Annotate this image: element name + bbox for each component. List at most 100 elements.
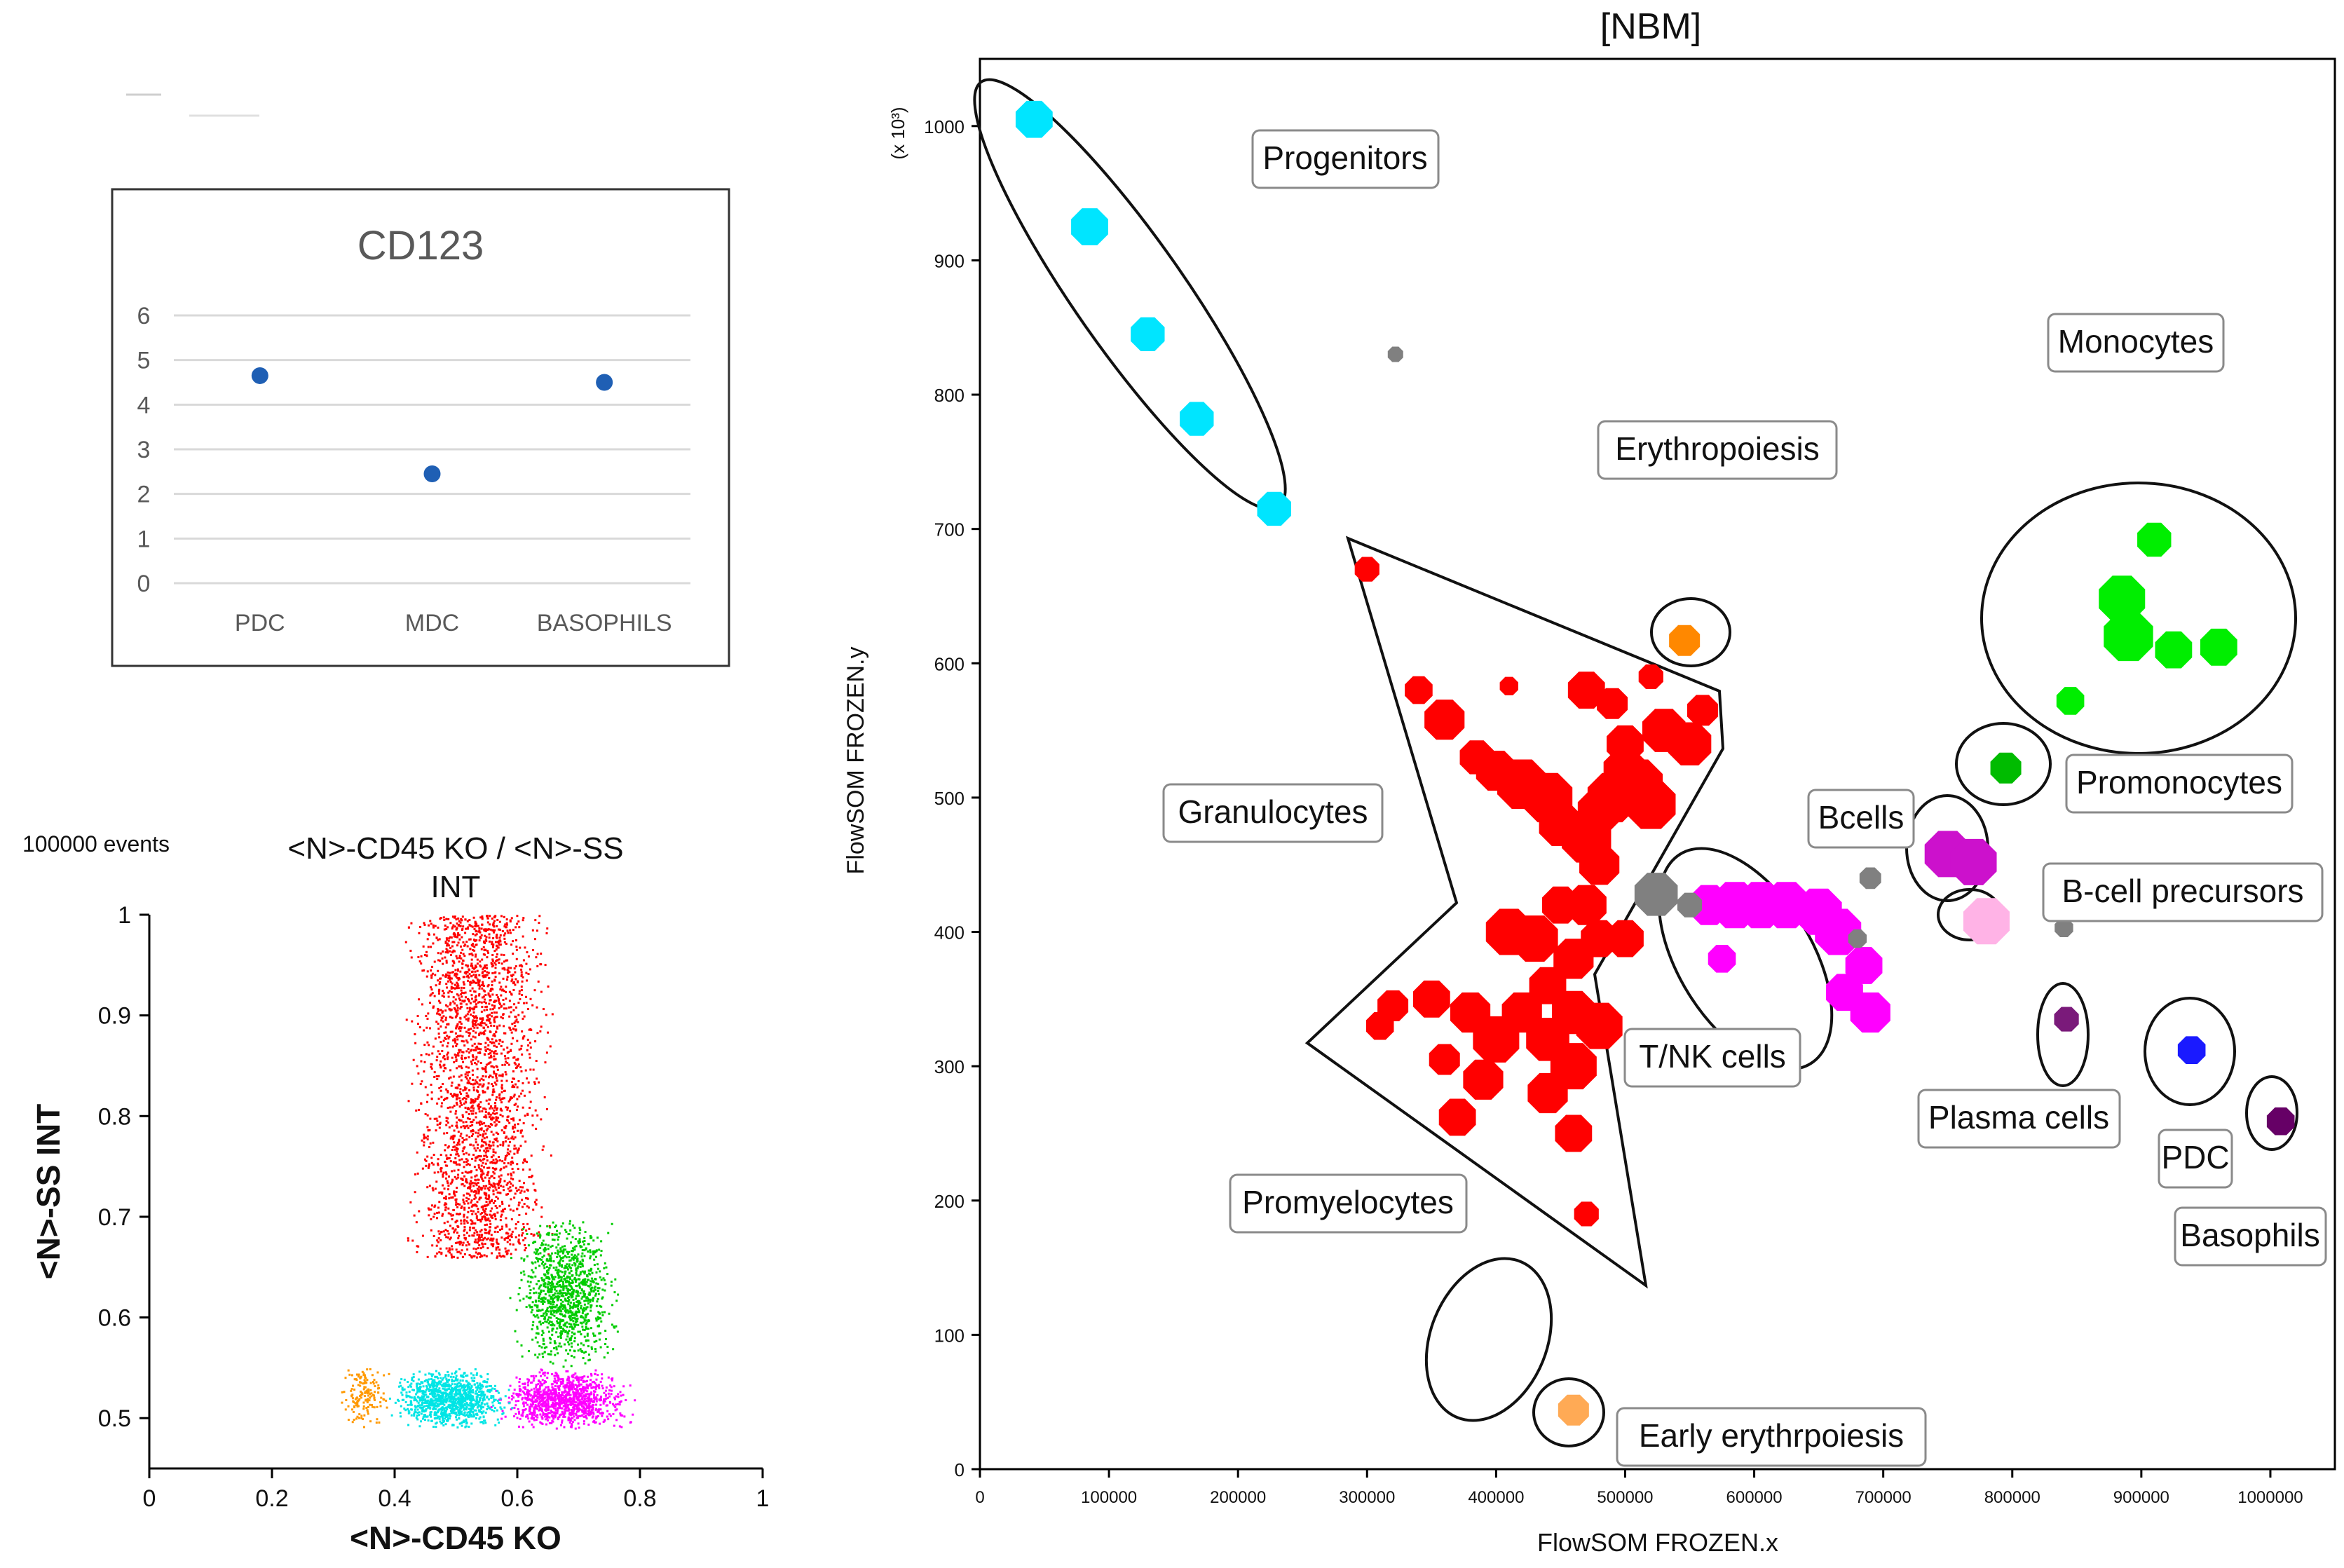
density-dot [543, 1371, 546, 1374]
density-dot [465, 1158, 468, 1161]
density-dot [506, 929, 509, 932]
density-dot [575, 1392, 578, 1395]
density-dot [519, 1066, 522, 1069]
density-dot [477, 1181, 479, 1184]
density-dot [500, 1174, 503, 1177]
density-dot [604, 1337, 607, 1340]
density-dot [561, 1393, 564, 1396]
density-dot [542, 1413, 545, 1416]
density-dot [438, 1232, 441, 1235]
density-dot [539, 1413, 542, 1416]
density-dot [446, 938, 449, 941]
density-dot [617, 1396, 620, 1398]
density-dot [447, 1185, 450, 1187]
density-dot [551, 1294, 554, 1297]
density-dot [541, 1352, 544, 1355]
density-dot [538, 1384, 541, 1387]
density-dot [470, 970, 473, 973]
density-dot [552, 1389, 555, 1392]
density-dot [571, 1345, 573, 1348]
density-dot [512, 940, 515, 943]
density-dot [459, 970, 462, 973]
density-dot [526, 1414, 529, 1417]
density-dot [461, 936, 463, 939]
density-dot [448, 1385, 451, 1388]
density-dot [447, 1220, 449, 1223]
density-dot [479, 1168, 482, 1171]
density-dot [497, 1246, 500, 1249]
density-dot [462, 1201, 465, 1204]
density-dot [428, 924, 430, 927]
density-dot [456, 1009, 459, 1012]
density-dot [496, 1225, 499, 1228]
density-dot [535, 1203, 538, 1206]
density-dot [581, 1308, 584, 1311]
density-dot [579, 1260, 582, 1263]
density-dot [463, 1229, 465, 1232]
density-dot [463, 1185, 466, 1187]
density-dot [532, 1287, 535, 1290]
density-dot [479, 965, 482, 968]
density-dot [592, 1279, 594, 1282]
density-dot [420, 962, 423, 965]
density-dot [539, 1252, 542, 1255]
density-dot [488, 933, 491, 936]
density-dot [486, 1174, 489, 1177]
density-dot [472, 1083, 475, 1086]
density-dot [515, 926, 517, 929]
density-dot [580, 1400, 582, 1403]
density-dot [556, 1382, 559, 1385]
density-dot [629, 1384, 632, 1387]
density-dot [550, 1422, 553, 1424]
density-dot [503, 989, 505, 992]
density-dot [477, 1189, 480, 1192]
density-dot [475, 1168, 478, 1171]
density-dot [523, 1035, 526, 1038]
density-dot [435, 1401, 437, 1404]
density-dot [534, 1040, 537, 1043]
density-dot [497, 1133, 500, 1136]
density-dot [566, 1268, 569, 1271]
density-dot [590, 1412, 592, 1414]
density-dot [433, 1213, 436, 1215]
density-dot [444, 1229, 447, 1232]
density-dot [549, 1282, 552, 1285]
density-dot [529, 1288, 532, 1291]
density-dot [493, 979, 496, 981]
density-dot [547, 1406, 550, 1409]
density-dot [495, 1073, 498, 1076]
density-dot [547, 1318, 550, 1321]
density-dot [538, 1386, 541, 1389]
density-dot [583, 1375, 586, 1378]
density-dot [501, 1115, 504, 1118]
density-dot [605, 1266, 608, 1269]
cd123-y-tick-label: 3 [137, 437, 151, 463]
density-dot [595, 1271, 598, 1274]
density-dot [437, 1211, 440, 1214]
density-dot [426, 1017, 429, 1020]
density-dot [545, 1312, 548, 1315]
density-dot [480, 1020, 483, 1023]
density-dot [454, 1145, 456, 1148]
density-dot [568, 1389, 571, 1391]
density-dot [587, 1393, 590, 1396]
density-dot [511, 1168, 514, 1171]
density-dot [512, 1396, 515, 1399]
density-dot [566, 1398, 569, 1401]
density-dot [568, 1403, 571, 1406]
density-dot [518, 1390, 521, 1393]
density-dot [448, 1035, 451, 1038]
density-dot [611, 1304, 614, 1307]
density-dot [584, 1403, 587, 1405]
density-dot [585, 1393, 587, 1396]
density-dot [569, 1229, 572, 1232]
density-dot [486, 985, 489, 988]
density-dot [484, 1075, 487, 1078]
density-dot [440, 1230, 443, 1233]
density-dot [473, 949, 476, 952]
density-dot [510, 1042, 513, 1045]
density-dot [451, 1218, 454, 1220]
density-dot [594, 1369, 597, 1372]
density-dot [466, 965, 469, 968]
density-dot [593, 1250, 596, 1253]
